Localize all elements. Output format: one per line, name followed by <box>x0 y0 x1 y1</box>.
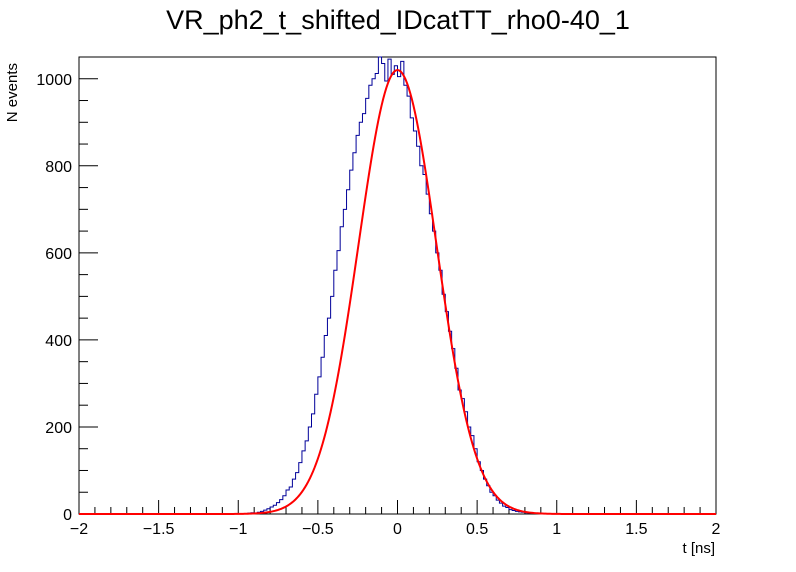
x-tick-label: 1 <box>552 521 561 538</box>
x-tick-label: 2 <box>712 521 721 538</box>
y-tick-label: 600 <box>45 246 72 263</box>
chart-title: VR_ph2_t_shifted_IDcatTT_rho0-40_1 <box>166 5 630 35</box>
plot-area: −2 −1.5 −1 −0.5 0 0.5 1 1.5 2 0 200 400 600 800 1000 <box>36 56 721 538</box>
x-tick-label: −1.5 <box>143 521 175 538</box>
histogram-step-line <box>79 56 716 515</box>
x-tick-label: 1.5 <box>625 521 647 538</box>
plot-frame <box>78 56 717 515</box>
y-tick-label: 400 <box>45 333 72 350</box>
x-axis-label: t [ns] <box>682 540 715 557</box>
gaussian-fit-curve <box>79 69 716 515</box>
x-tick-label: −0.5 <box>302 521 334 538</box>
y-axis-label: N events <box>4 63 21 122</box>
y-tick-label: 1000 <box>36 72 72 89</box>
y-tick-label: 200 <box>45 420 72 437</box>
y-tick-label: 800 <box>45 159 72 176</box>
x-tick-label: 0.5 <box>466 521 488 538</box>
x-tick-label: −1 <box>229 521 247 538</box>
x-tick-label: −2 <box>70 521 88 538</box>
x-tick-label: 0 <box>393 521 402 538</box>
y-tick-label: 0 <box>63 507 72 524</box>
